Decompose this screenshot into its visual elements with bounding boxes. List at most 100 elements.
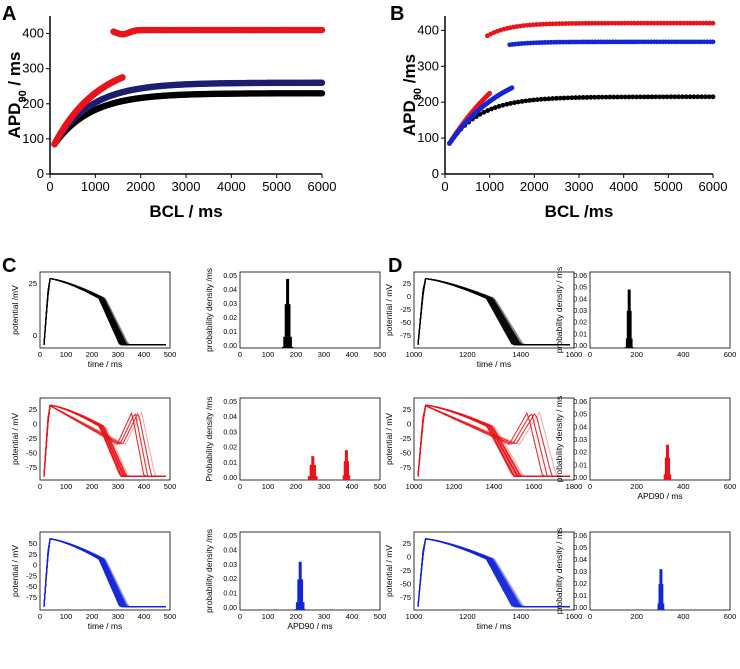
hist-y-tick: 0.05 <box>223 533 237 540</box>
ap-trace <box>417 277 570 346</box>
data-point <box>603 94 609 100</box>
y-tick-label: 0 <box>37 166 44 181</box>
y-axis-title-unit: / ms <box>5 52 24 91</box>
data-point <box>485 108 491 113</box>
data-point <box>611 94 617 100</box>
ap-trace <box>43 538 166 608</box>
hist-bar <box>316 479 320 481</box>
x-tick-label: 5000 <box>262 179 291 194</box>
y-axis-title: APD90 / ms <box>5 52 29 139</box>
hist-bar <box>287 304 291 348</box>
data-point <box>630 94 636 100</box>
hist-bar <box>306 479 310 481</box>
hist-bar <box>312 464 316 480</box>
hist-bar <box>661 603 665 610</box>
ap-trace <box>417 404 570 477</box>
x-axis-title: BCL /ms <box>545 202 614 221</box>
trace-y-tick: 0 <box>407 553 411 562</box>
hist-y-tick: 0.06 <box>573 533 587 540</box>
trace-x-tick: 1000 <box>406 612 423 621</box>
hist-x-tick: 500 <box>374 482 387 491</box>
ap-trace <box>43 538 166 608</box>
trace-x-tick: 1800 <box>566 482 583 491</box>
hist-y-tick: 0.06 <box>573 273 587 280</box>
chart-a: 0 1000 2000 3000 4000 5000 6000 0 100 200 300 400 BC… <box>5 16 336 221</box>
hist-x-tick: 600 <box>724 482 737 491</box>
y-tick-label: 0 <box>432 166 439 181</box>
trace-y-tick: -25 <box>400 305 411 314</box>
trace-frame <box>39 531 171 611</box>
x-tick-label: 2000 <box>126 179 155 194</box>
hist-bar <box>300 579 304 610</box>
trace-x-tick: 1600 <box>566 612 583 621</box>
trace-x-tick: 1400 <box>512 350 529 359</box>
hist-frame <box>589 271 731 349</box>
data-point <box>615 94 620 100</box>
trace-frame <box>413 271 575 349</box>
hist-y-tick: 0.05 <box>223 399 237 406</box>
data-point <box>710 20 716 26</box>
hist-x-title: APD90 / ms <box>287 621 332 631</box>
data-point <box>504 101 510 107</box>
hist-x-tick: 0 <box>588 482 592 491</box>
data-point <box>596 94 601 100</box>
data-point <box>592 94 598 100</box>
y-tick-label: 100 <box>22 131 44 146</box>
trace-x-title: time / ms <box>88 359 122 369</box>
hist-y-tick: 0.00 <box>223 605 237 612</box>
hist-y-tick: 0.01 <box>573 462 587 469</box>
y-tick-label: 200 <box>417 94 439 109</box>
hist-y-tick: 0.03 <box>573 437 587 444</box>
trace-y-tick: -50 <box>400 449 411 458</box>
data-point <box>489 106 494 112</box>
hist-bar <box>660 584 664 610</box>
hist-x-tick: 600 <box>724 612 737 621</box>
data-point <box>599 94 605 100</box>
hist-y-title: Probability density /ms <box>204 396 214 481</box>
y-axis-title-main: APD <box>5 103 24 139</box>
y-axis-title-sub: 90 <box>412 88 424 100</box>
ap-trace <box>417 278 570 346</box>
hist-y-tick: 0.00 <box>573 475 587 482</box>
trace-x-tick: 100 <box>60 482 73 491</box>
data-point <box>542 96 548 102</box>
trace-x-tick: 0 <box>38 350 42 359</box>
hist-frame <box>239 271 381 349</box>
trace-panel-d-1: 1000 1200 1400 1600 1800 25 0 -25 -50 -75 potentia… <box>384 396 736 501</box>
data-point <box>509 85 515 91</box>
trace-frame <box>413 531 575 611</box>
hist-x-tick: 0 <box>238 482 242 491</box>
hist-x-tick: 100 <box>262 612 275 621</box>
trace-y-tick: -75 <box>26 593 37 602</box>
y-axis-title-sub: 90 <box>17 90 29 102</box>
data-point <box>496 103 502 109</box>
hist-bar <box>668 474 672 480</box>
data-point <box>706 94 712 100</box>
hist-x-tick: 200 <box>630 350 643 359</box>
data-point <box>710 94 716 100</box>
data-point <box>641 94 647 100</box>
data-point <box>634 94 640 100</box>
hist-x-tick: 400 <box>346 612 359 621</box>
trace-y-tick: -25 <box>26 434 37 443</box>
data-point <box>580 95 586 100</box>
hist-bar <box>288 336 292 348</box>
hist-x-tick: 0 <box>588 350 592 359</box>
data-point <box>657 94 662 100</box>
ap-trace <box>43 404 166 477</box>
trace-x-tick: 500 <box>164 612 177 621</box>
data-point <box>622 94 628 100</box>
trace-frame <box>413 397 575 481</box>
hist-x-tick: 500 <box>374 350 387 359</box>
hist-bar <box>669 479 673 480</box>
y-tick-label: 200 <box>22 96 44 111</box>
trace-x-tick: 1000 <box>406 350 423 359</box>
data-point <box>569 95 575 101</box>
trace-x-tick: 500 <box>164 350 177 359</box>
data-point <box>660 94 666 100</box>
hist-y-tick: 0.05 <box>573 412 587 419</box>
trace-frame <box>39 397 171 481</box>
hist-y-title: probability density / ms <box>554 267 564 353</box>
data-point <box>515 99 521 105</box>
data-point <box>318 26 326 34</box>
